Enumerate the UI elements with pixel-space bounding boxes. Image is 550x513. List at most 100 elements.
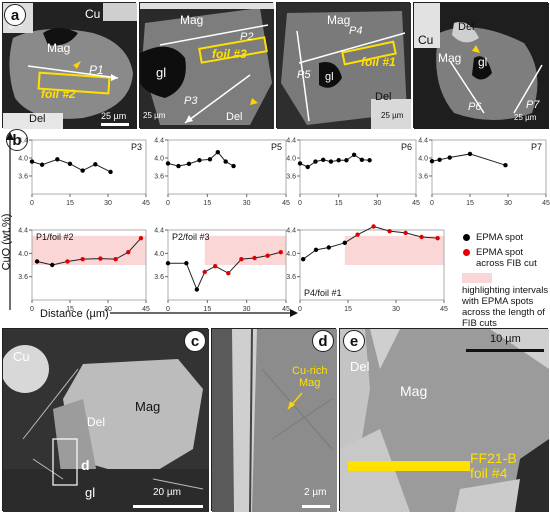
data-point [165,161,171,166]
legend-highlight: highlighting intervals with EPMA spots a… [462,273,550,329]
chart-title: P4/foil #1 [304,288,342,298]
data-point [65,259,70,264]
legend-red-spot: EPMA spot across FIB cut [462,247,550,269]
data-point [108,169,113,175]
plot-frame [167,139,287,195]
data-point [328,159,334,164]
x-tick-label: 30 [104,306,112,313]
data-point [447,155,452,160]
panel-letter-a: a [4,4,26,26]
data-point [429,158,435,164]
tile-2-graphic [140,3,274,129]
scale-bar [302,505,330,508]
y-tick-label: 4.4 [18,138,28,145]
y-tick-label: 3.6 [418,174,428,181]
y-tick-label: 4.0 [18,251,28,258]
x-tick-label: 45 [282,306,290,313]
panel-b-chart-area: 0 15 30 45 3.6 4.0 4.4 P3 0 15 30 45 3.6 4.0 4.4 P5 0 15 3… [6,132,550,317]
x-tick-label: 0 [166,200,170,207]
x-tick-label: 0 [298,200,302,207]
data-point [194,287,200,292]
y-tick-label: 4.0 [18,156,28,163]
legend: EPMA spot EPMA spot across FIB cut highl… [462,232,550,329]
data-point [215,149,221,155]
data-point [55,157,60,162]
data-point [202,269,207,275]
y-tick-label: 4.0 [286,251,296,258]
plot-frame [431,139,547,195]
data-point [326,245,331,250]
chart-title: P3 [131,142,142,152]
x-tick-label: 15 [66,200,74,207]
data-point [371,224,376,229]
data-point [265,253,270,258]
x-tick-label: 30 [243,200,251,207]
y-tick-label: 4.0 [154,156,164,163]
y-tick-label: 4.0 [418,156,428,163]
y-tick-label: 4.4 [418,138,428,145]
data-point [313,247,319,253]
x-tick-label: 15 [66,306,74,313]
series-line [36,237,142,266]
scale-bar [466,349,544,352]
data-point [67,161,73,167]
x-tick-label: 0 [166,306,170,313]
data-point [126,249,131,255]
data-point [313,159,318,164]
panel-a: gl1 Mag Cu P1 foil #2 Del 25 µm a Mag P2… [0,0,550,130]
chart-title: P5 [271,142,282,152]
data-point [184,261,189,266]
plot-frame [31,229,147,301]
data-point [252,255,257,261]
data-point [336,158,341,163]
x-tick-label: 15 [466,200,474,207]
x-tick-label: 0 [30,306,34,313]
x-tick-label: 30 [373,200,381,207]
data-point [351,152,357,158]
plot-frame [31,139,147,195]
data-point [39,162,45,167]
sem-image-panel-d: Cu-rich Mag 2 µm [211,328,337,513]
panel-d-graphic [212,328,337,513]
x-tick-label: 15 [335,200,343,207]
data-point [207,157,213,162]
highlight-band [344,235,444,265]
y-tick-label: 3.6 [18,174,28,181]
y-tick-label: 3.6 [286,174,296,181]
data-point [435,235,440,241]
highlight-band [204,235,286,265]
panel-letter-c: c [184,330,206,352]
data-point [34,259,40,264]
x-tick-label: 0 [430,200,434,207]
x-tick-label: 0 [298,306,302,313]
red-dot-icon [463,249,470,256]
data-point [50,262,55,268]
y-tick-label: 4.0 [154,251,164,258]
y-arrow-head [6,132,14,140]
y-tick-label: 4.4 [18,228,28,235]
data-point [467,151,473,157]
data-point [113,256,118,262]
y-tick-label: 4.4 [286,138,296,145]
x-tick-label: 15 [344,306,352,313]
series-line [299,154,370,168]
chart-title: P6 [401,142,412,152]
data-point [186,161,192,167]
panel-c-graphic [1,329,209,512]
x-tick-label: 30 [392,306,400,313]
data-point [213,263,218,269]
y-tick-label: 4.4 [154,138,164,145]
x-tick-label: 45 [142,200,150,207]
chart-title: P2/foil #3 [172,232,210,242]
plot-frame [299,229,445,301]
x-tick-label: 30 [104,200,112,207]
data-point [355,232,360,237]
y-tick-label: 3.6 [154,174,164,181]
x-tick-label: 45 [542,200,550,207]
chart-title: P1/foil #2 [36,232,74,242]
chart-title: P7 [531,142,542,152]
data-point [344,158,349,163]
legend-black-spot: EPMA spot [462,232,550,243]
data-point [297,161,303,166]
data-point [301,256,306,262]
